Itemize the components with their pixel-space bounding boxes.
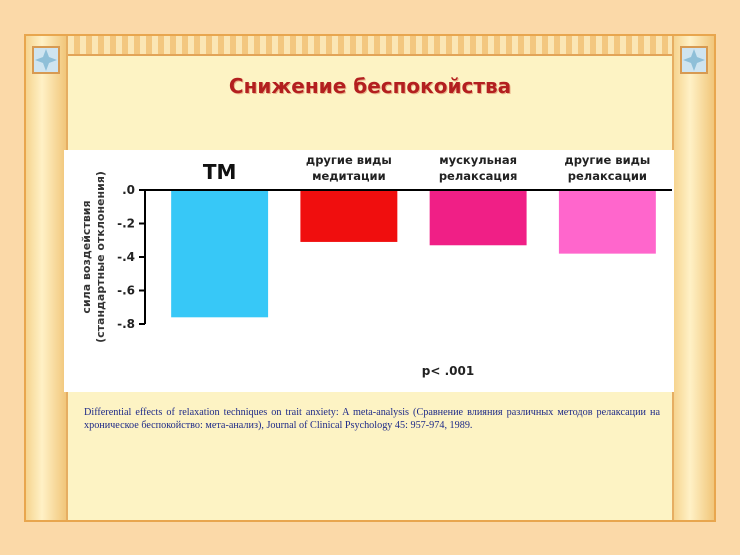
bar-1 [171, 190, 269, 318]
y-axis-title: сила воздействия [80, 200, 93, 313]
ornament-right-icon [674, 40, 714, 80]
category-label: другие виды [564, 153, 650, 167]
y-tick-label: -.6 [117, 284, 135, 298]
y-tick-label: -.2 [117, 217, 135, 231]
y-tick-label: -.8 [117, 317, 135, 331]
slide-frame: Снижение беспокойства .0 -.2 -.4 -.6 -.8 сила… [24, 34, 716, 522]
slide-title: Снижение беспокойства [228, 74, 512, 98]
citation-text: Differential effects of relaxation techn… [84, 407, 660, 431]
chart-panel: .0 -.2 -.4 -.6 -.8 сила воздействия (стандартн… [64, 150, 674, 392]
category-label: мускульная [439, 153, 517, 167]
p-value-annotation: p< .001 [422, 364, 474, 378]
y-axis-title: (стандартные отклонения) [94, 171, 107, 343]
ornament-left-icon [26, 40, 66, 80]
bar-2 [300, 190, 398, 242]
category-label: медитации [312, 169, 386, 183]
bar-4 [558, 190, 656, 254]
decorative-left-pillar [26, 36, 68, 520]
category-label: TM [203, 160, 237, 184]
category-label: релаксации [568, 169, 647, 183]
category-label: другие виды [306, 153, 392, 167]
bar-3 [429, 190, 527, 246]
y-tick-label: .0 [122, 183, 135, 197]
decorative-right-pillar [672, 36, 714, 520]
y-tick-label: -.4 [117, 250, 135, 264]
bar-chart: .0 -.2 -.4 -.6 -.8 сила воздействия (стандартн… [80, 153, 672, 378]
category-label: релаксация [439, 169, 518, 183]
decorative-top-border [26, 36, 714, 56]
